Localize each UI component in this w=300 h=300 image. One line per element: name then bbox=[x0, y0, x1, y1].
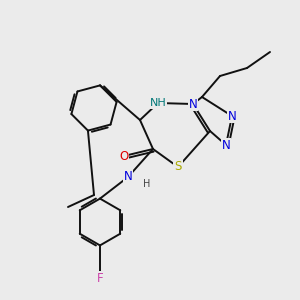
Text: O: O bbox=[119, 149, 129, 163]
Text: N: N bbox=[222, 139, 230, 152]
Text: N: N bbox=[228, 110, 236, 122]
Text: S: S bbox=[174, 160, 182, 173]
Text: N: N bbox=[124, 170, 132, 184]
Text: NH: NH bbox=[150, 98, 166, 108]
Text: N: N bbox=[189, 98, 197, 110]
Text: F: F bbox=[97, 272, 103, 284]
Text: H: H bbox=[143, 179, 151, 189]
